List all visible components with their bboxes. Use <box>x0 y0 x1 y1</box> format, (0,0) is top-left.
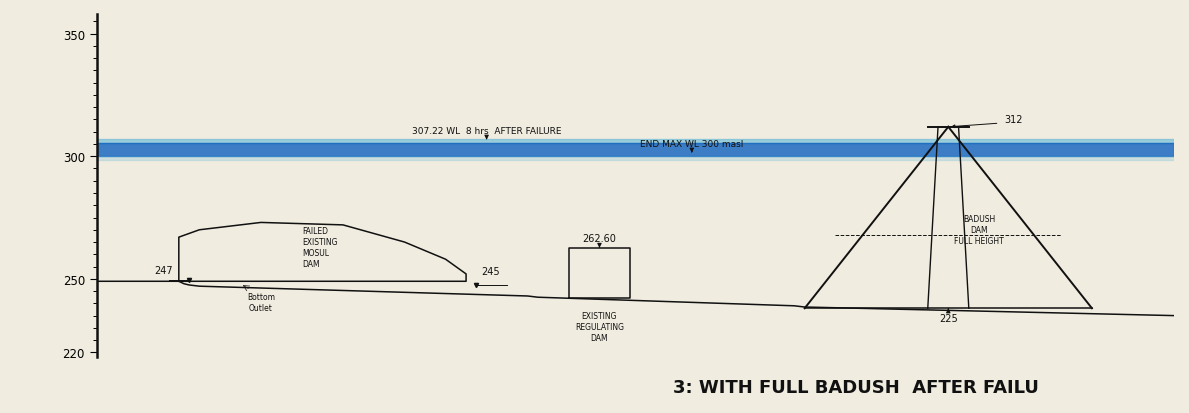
Bar <box>96 157 1174 161</box>
Text: BADUSH
DAM
FULL HEIGHT: BADUSH DAM FULL HEIGHT <box>955 215 1004 246</box>
Text: 262.60: 262.60 <box>583 234 616 244</box>
Bar <box>96 139 1174 143</box>
Text: 247: 247 <box>155 266 172 275</box>
Text: EXISTING
REGULATING
DAM: EXISTING REGULATING DAM <box>575 311 624 342</box>
Text: 307.22 WL  8 hrs  AFTER FAILURE: 307.22 WL 8 hrs AFTER FAILURE <box>411 126 561 135</box>
Text: END MAX WL 300 masl: END MAX WL 300 masl <box>640 139 743 148</box>
Text: 245: 245 <box>482 267 501 277</box>
Text: 225: 225 <box>939 313 957 323</box>
Text: 312: 312 <box>1005 115 1024 125</box>
Text: 3: WITH FULL BADUSH  AFTER FAILU: 3: WITH FULL BADUSH AFTER FAILU <box>673 379 1039 396</box>
Text: Bottom
Outlet: Bottom Outlet <box>247 292 275 312</box>
Bar <box>96 143 1174 157</box>
Text: FAILED
EXISTING
MOSUL
DAM: FAILED EXISTING MOSUL DAM <box>302 226 338 268</box>
